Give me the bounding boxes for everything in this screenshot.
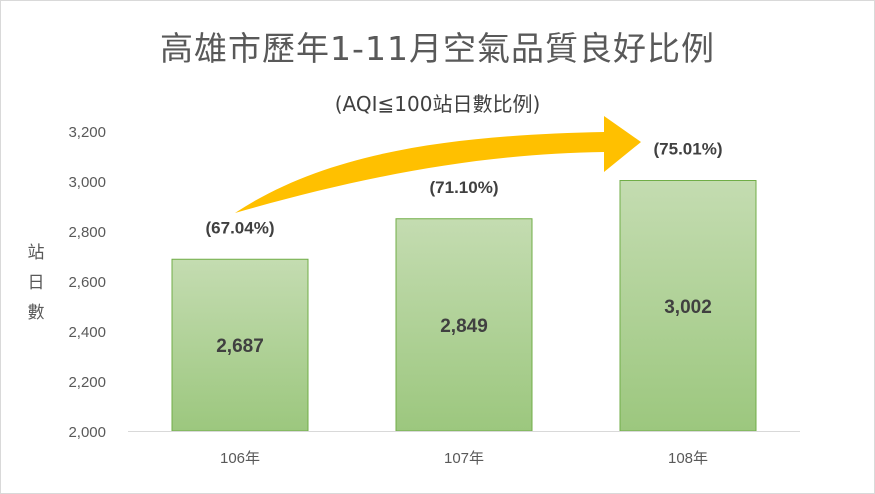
y-tick-label: 2,200 [68, 374, 106, 391]
y-axis-label-char: 數 [27, 303, 45, 323]
chart-subtitle: (AQI≦100站日數比例) [334, 92, 541, 116]
y-axis-label-char: 日 [27, 273, 45, 293]
y-tick-label: 3,200 [68, 124, 106, 141]
y-axis-label-char: 站 [27, 243, 45, 263]
bar-value-label: 2,687 [216, 336, 264, 357]
y-tick-label: 2,800 [68, 224, 106, 241]
bar-value-label: 2,849 [440, 316, 488, 337]
bar [395, 218, 533, 432]
y-tick-label: 2,600 [68, 274, 106, 291]
y-axis: 2,000 2,200 2,400 2,600 2,800 3,000 3,200 [68, 124, 106, 441]
y-tick-label: 3,000 [68, 174, 106, 191]
x-tick-label: 107年 [444, 450, 484, 467]
y-axis-label: 站 日 數 [22, 238, 50, 328]
chart-title: 高雄市歷年1-11月空氣品質良好比例 [160, 29, 715, 68]
y-tick-label: 2,400 [68, 324, 106, 341]
bar-percent-label: (75.01%) [654, 140, 723, 159]
bars: 2,687 (67.04%) 2,849 (71.10%) 3,002 (75.01%) [171, 140, 757, 432]
y-tick-label: 2,000 [68, 424, 106, 441]
bar-percent-label: (71.10%) [430, 178, 499, 197]
bar [171, 258, 309, 432]
bar-value-label: 3,002 [664, 297, 712, 318]
x-tick-label: 108年 [668, 450, 708, 467]
x-tick-label: 106年 [220, 450, 260, 467]
bar [619, 180, 757, 432]
bar-percent-label: (67.04%) [206, 218, 275, 237]
x-axis: 106年 107年 108年 [128, 431, 800, 467]
trend-arrow [235, 116, 641, 213]
